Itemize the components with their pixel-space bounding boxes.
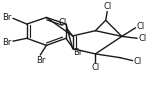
Text: Br: Br bbox=[73, 48, 82, 57]
Text: Cl: Cl bbox=[137, 22, 145, 31]
Text: Cl: Cl bbox=[91, 63, 100, 72]
Text: Br: Br bbox=[2, 13, 12, 22]
Text: Br: Br bbox=[36, 56, 45, 65]
Text: Cl: Cl bbox=[138, 34, 147, 43]
Text: Cl: Cl bbox=[103, 2, 111, 11]
Text: Br: Br bbox=[2, 38, 12, 47]
Text: Cl: Cl bbox=[58, 18, 67, 27]
Text: Cl: Cl bbox=[134, 57, 142, 65]
